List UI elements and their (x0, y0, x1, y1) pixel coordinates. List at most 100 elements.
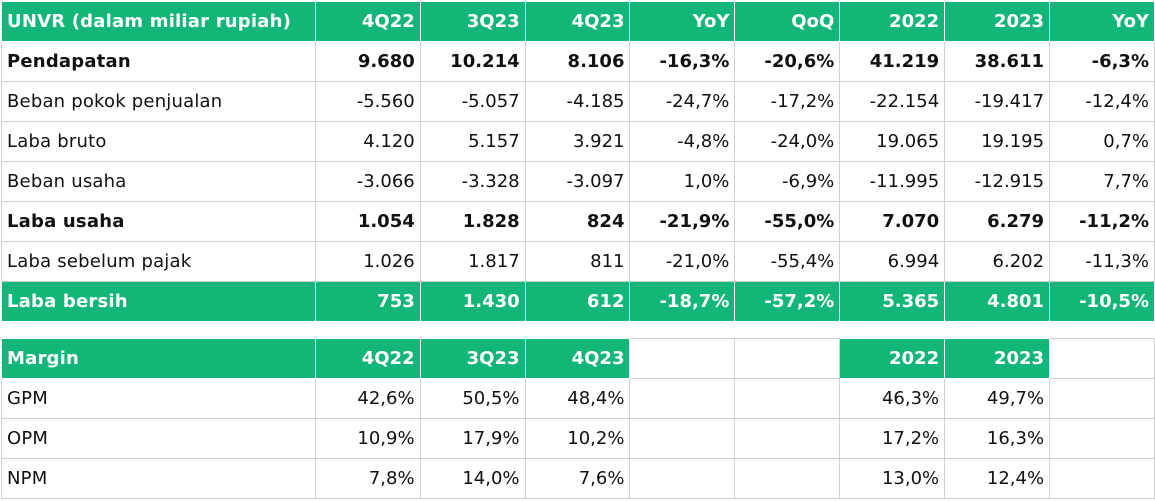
table-cell: -11,3% (1049, 241, 1155, 282)
table-cell: 38.611 (944, 41, 1051, 82)
column-header: 4Q22 (314, 1, 421, 42)
column-header: 2023 (944, 338, 1051, 379)
table-cell: 1,0% (629, 161, 736, 202)
table-cell: -24,7% (629, 81, 736, 122)
table-cell: -11.995 (839, 161, 946, 202)
table-cell: 4.120 (314, 121, 421, 162)
column-header: YoY (629, 1, 736, 42)
table-row: Laba usaha 1.054 1.828 824 -21,9% -55,0% 7.070… (1, 201, 1155, 242)
table-cell: -16,3% (629, 41, 736, 82)
table-cell: 1.828 (419, 201, 526, 242)
table-row: NPM 7,8% 14,0% 7,6% 13,0% 12,4% (1, 458, 1155, 499)
table-cell: -57,2% (734, 281, 841, 322)
table-cell (1049, 418, 1155, 459)
table-cell: 753 (314, 281, 421, 322)
table-cell: -3.066 (314, 161, 421, 202)
table-cell: 42,6% (314, 378, 421, 419)
table-cell: -22.154 (839, 81, 946, 122)
margin-header-label: Margin (1, 338, 316, 379)
table-cell: -55,0% (734, 201, 841, 242)
column-header: 2022 (839, 338, 946, 379)
table-row: GPM 42,6% 50,5% 48,4% 46,3% 49,7% (1, 378, 1155, 419)
table-cell: -24,0% (734, 121, 841, 162)
table-cell (629, 418, 736, 459)
table-cell: -6,9% (734, 161, 841, 202)
table-row: Beban usaha -3.066 -3.328 -3.097 1,0% -6,9% -1… (1, 161, 1155, 202)
table-cell: -21,9% (629, 201, 736, 242)
table-cell: 10.214 (419, 41, 526, 82)
table-cell: 6.994 (839, 241, 946, 282)
table-cell: 612 (524, 281, 631, 322)
column-header (734, 338, 841, 379)
table-cell: -18,7% (629, 281, 736, 322)
table-cell: 8.106 (524, 41, 631, 82)
table-cell: 824 (524, 201, 631, 242)
table-cell (1049, 378, 1155, 419)
table-cell: 7,6% (524, 458, 631, 499)
table-cell: -10,5% (1049, 281, 1155, 322)
table-cell: 7,7% (1049, 161, 1155, 202)
table-cell: 5.365 (839, 281, 946, 322)
table-cell: 10,2% (524, 418, 631, 459)
table-cell: 6.202 (944, 241, 1051, 282)
column-header: 4Q23 (524, 338, 631, 379)
table-cell: 5.157 (419, 121, 526, 162)
row-label: Laba bersih (1, 281, 316, 322)
table-cell: 17,2% (839, 418, 946, 459)
income-header-row: UNVR (dalam miliar rupiah) 4Q22 3Q23 4Q23 Yo… (1, 1, 1155, 42)
table-cell: -4,8% (629, 121, 736, 162)
table-row: Beban pokok penjualan -5.560 -5.057 -4.185-… (1, 81, 1155, 122)
row-label: Laba sebelum pajak (1, 241, 316, 282)
table-cell (734, 458, 841, 499)
income-statement-table: UNVR (dalam miliar rupiah) 4Q22 3Q23 4Q23 Yo… (1, 1, 1155, 322)
table-cell: 7.070 (839, 201, 946, 242)
table-cell: 46,3% (839, 378, 946, 419)
table-row: Laba sebelum pajak 1.026 1.817 811 -21,0% -55… (1, 241, 1155, 282)
row-label: Laba usaha (1, 201, 316, 242)
table-cell: 811 (524, 241, 631, 282)
column-header: QoQ (734, 1, 841, 42)
table-cell: -5.057 (419, 81, 526, 122)
row-label: OPM (1, 418, 316, 459)
table-cell: 16,3% (944, 418, 1051, 459)
table-cell (629, 378, 736, 419)
table-cell: -6,3% (1049, 41, 1155, 82)
table-cell: 7,8% (314, 458, 421, 499)
table-cell: -20,6% (734, 41, 841, 82)
table-cell: 41.219 (839, 41, 946, 82)
table-cell: -11,2% (1049, 201, 1155, 242)
table-cell: 50,5% (419, 378, 526, 419)
table-cell: 9.680 (314, 41, 421, 82)
table-cell: 14,0% (419, 458, 526, 499)
table-row: OPM 10,9% 17,9% 10,2% 17,2% 16,3% (1, 418, 1155, 459)
table-cell: 1.430 (419, 281, 526, 322)
column-header: YoY (1049, 1, 1155, 42)
table-cell: -19.417 (944, 81, 1051, 122)
row-label: Beban pokok penjualan (1, 81, 316, 122)
column-header (1049, 338, 1155, 379)
table-cell: 6.279 (944, 201, 1051, 242)
table-cell: 10,9% (314, 418, 421, 459)
table-cell: -12.915 (944, 161, 1051, 202)
table-cell: 12,4% (944, 458, 1051, 499)
row-label: Beban usaha (1, 161, 316, 202)
table-cell: 19.195 (944, 121, 1051, 162)
column-header: 4Q22 (314, 338, 421, 379)
table-cell: 4.801 (944, 281, 1051, 322)
table-cell (1049, 458, 1155, 499)
column-header: 2023 (944, 1, 1051, 42)
column-header: 4Q23 (524, 1, 631, 42)
row-label: GPM (1, 378, 316, 419)
table-cell: -4.185 (524, 81, 631, 122)
column-header (629, 338, 736, 379)
row-label: Laba bruto (1, 121, 316, 162)
table-cell: 1.817 (419, 241, 526, 282)
table-cell: 3.921 (524, 121, 631, 162)
row-label: Pendapatan (1, 41, 316, 82)
row-label: NPM (1, 458, 316, 499)
income-header-label: UNVR (dalam miliar rupiah) (1, 1, 316, 42)
column-header: 2022 (839, 1, 946, 42)
margin-table: Margin 4Q22 3Q23 4Q23 2022 2023 GPM 42,6% 50,5% 4… (1, 338, 1155, 499)
table-cell: 13,0% (839, 458, 946, 499)
table-cell (734, 378, 841, 419)
